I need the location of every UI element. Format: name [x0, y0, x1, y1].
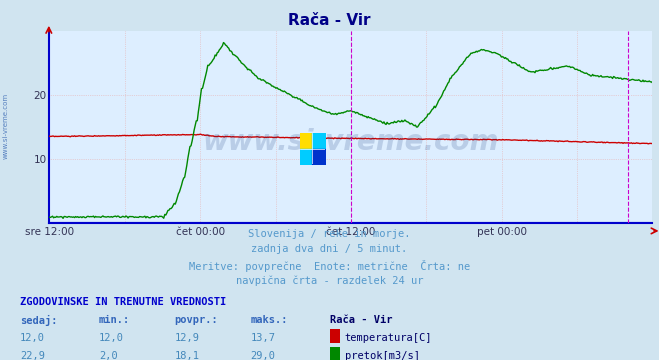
Text: 12,9: 12,9: [175, 333, 200, 343]
Text: 12,0: 12,0: [20, 333, 45, 343]
Text: Rača - Vir: Rača - Vir: [288, 13, 371, 28]
Text: 2,0: 2,0: [99, 351, 117, 360]
Text: navpična črta - razdelek 24 ur: navpična črta - razdelek 24 ur: [236, 275, 423, 285]
Text: povpr.:: povpr.:: [175, 315, 218, 325]
Text: 18,1: 18,1: [175, 351, 200, 360]
Text: Slovenija / reke in morje.: Slovenija / reke in morje.: [248, 229, 411, 239]
Text: Rača - Vir: Rača - Vir: [330, 315, 392, 325]
Text: Meritve: povprečne  Enote: metrične  Črta: ne: Meritve: povprečne Enote: metrične Črta:…: [189, 260, 470, 271]
Text: temperatura[C]: temperatura[C]: [345, 333, 432, 343]
Text: 29,0: 29,0: [250, 351, 275, 360]
Text: maks.:: maks.:: [250, 315, 288, 325]
Text: 12,0: 12,0: [99, 333, 124, 343]
Text: pretok[m3/s]: pretok[m3/s]: [345, 351, 420, 360]
Text: www.si-vreme.com: www.si-vreme.com: [2, 93, 9, 159]
Text: www.si-vreme.com: www.si-vreme.com: [203, 128, 499, 156]
Text: 13,7: 13,7: [250, 333, 275, 343]
Text: 22,9: 22,9: [20, 351, 45, 360]
Text: ZGODOVINSKE IN TRENUTNE VREDNOSTI: ZGODOVINSKE IN TRENUTNE VREDNOSTI: [20, 297, 226, 307]
Text: zadnja dva dni / 5 minut.: zadnja dva dni / 5 minut.: [251, 244, 408, 254]
Text: min.:: min.:: [99, 315, 130, 325]
Text: sedaj:: sedaj:: [20, 315, 57, 326]
